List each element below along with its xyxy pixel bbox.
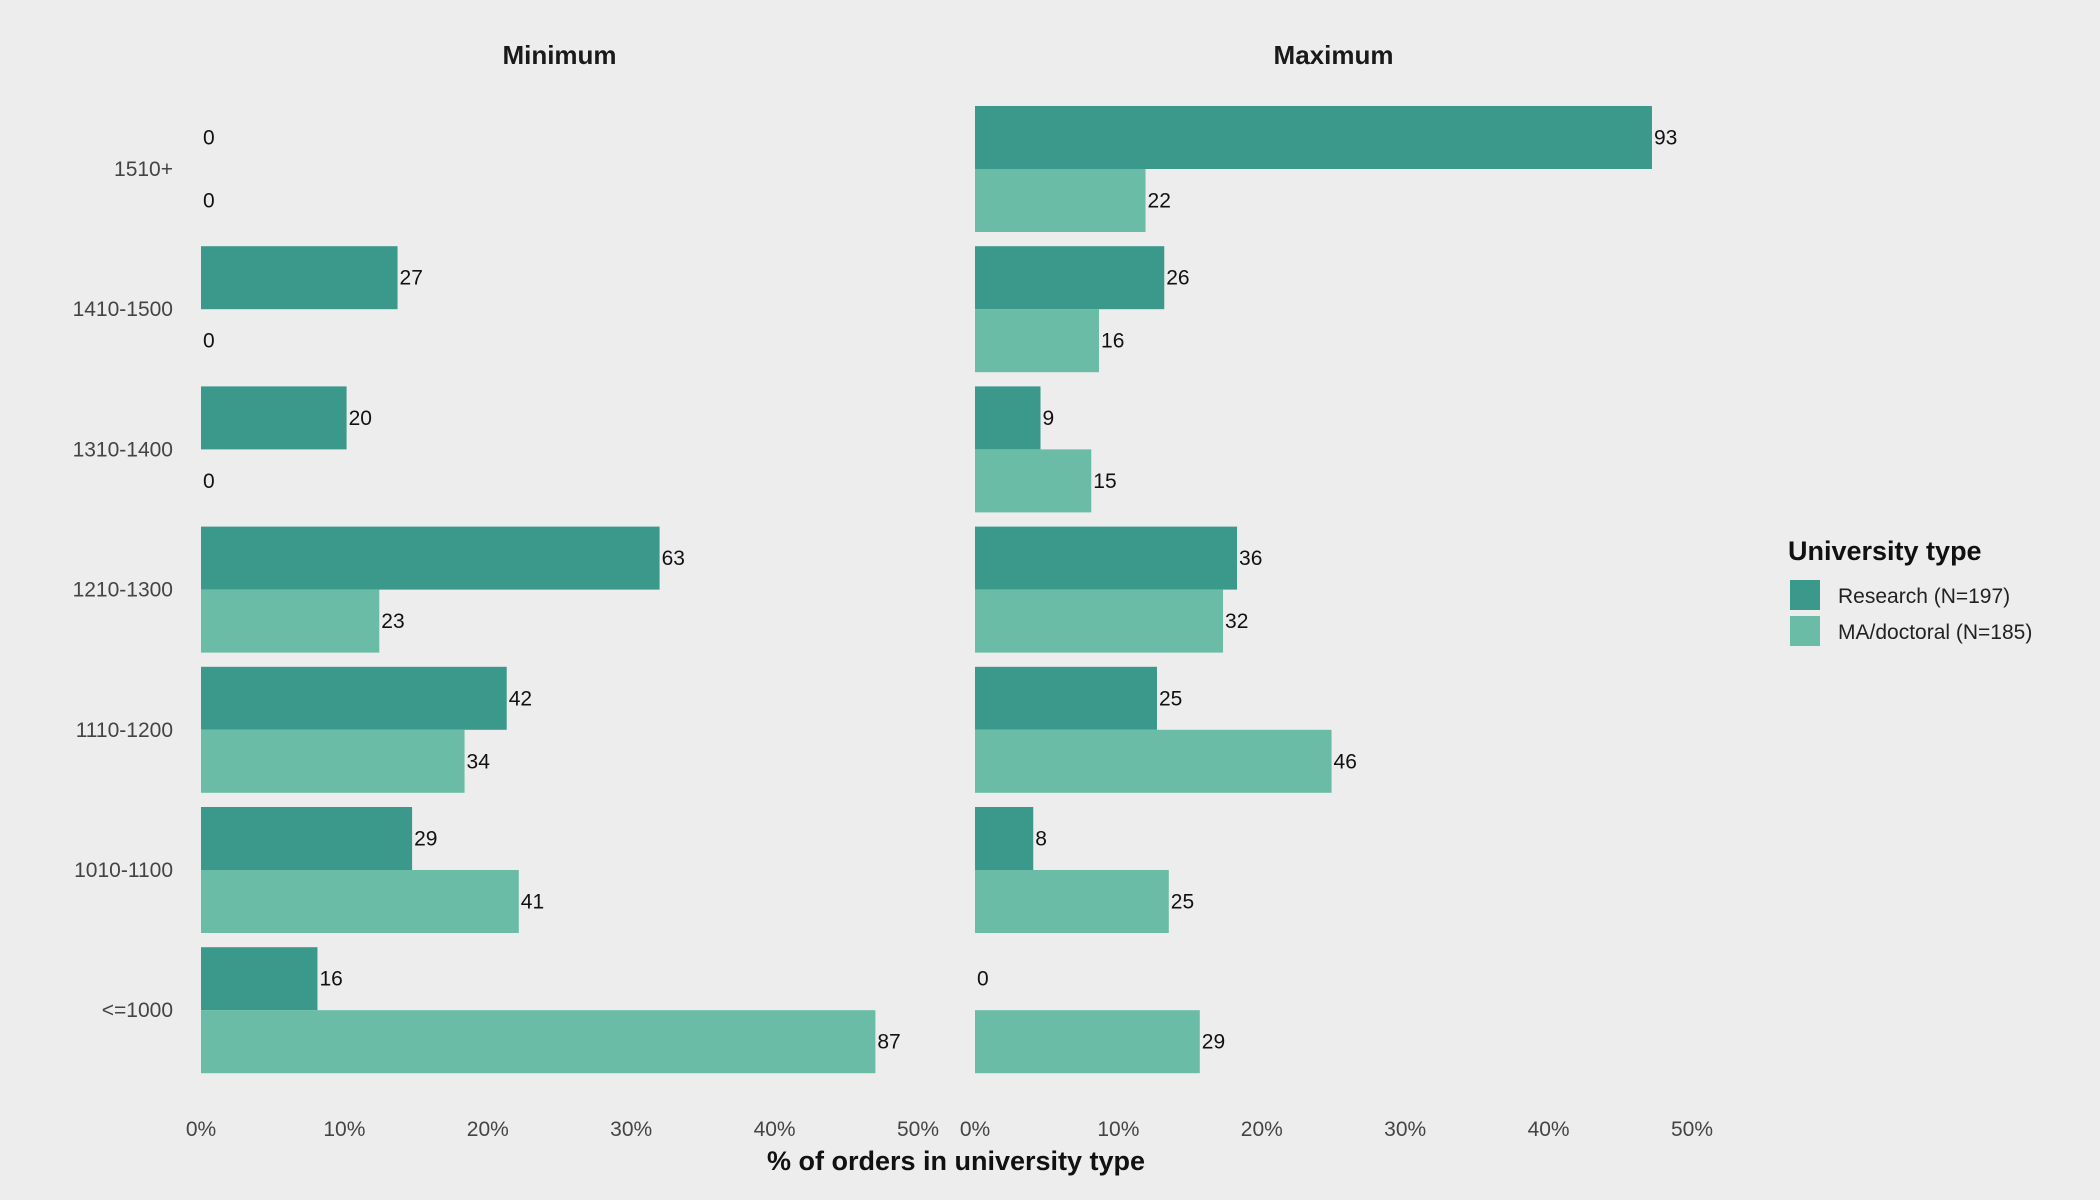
data-label-minimum-1410-1500-series-1: 0 [203,330,215,353]
bar-maximum-1310-1400-series-1 [975,449,1092,513]
x-tick-maximum-2: 20% [1241,1118,1283,1141]
bar-maximum-1510-series-0 [975,106,1652,169]
bar-minimum-1010-1100-series-0 [201,807,413,870]
legend-label-0: Research (N=197) [1838,585,2010,608]
data-label-maximum-1510-series-1: 22 [1148,190,1171,213]
bar-minimum-1410-1500-series-0 [201,246,398,310]
x-tick-minimum-4: 40% [754,1118,796,1141]
category-label-1510: 1510+ [114,158,173,181]
category-label-1110-1200: 1110-1200 [76,719,173,742]
bar-minimum-1000-series-0 [201,947,318,1011]
x-tick-maximum-3: 30% [1384,1118,1426,1141]
legend-title: University type [1788,536,1982,566]
x-tick-minimum-1: 10% [323,1118,365,1141]
bar-minimum-1010-1100-series-1 [201,870,519,933]
x-tick-minimum-5: 50% [897,1118,939,1141]
category-label-1410-1500: 1410-1500 [73,298,173,321]
data-label-minimum-1210-1300-series-0: 63 [662,547,685,570]
data-label-minimum-1110-1200-series-1: 34 [467,750,491,773]
data-label-maximum-1210-1300-series-0: 36 [1239,547,1262,570]
data-label-maximum-1310-1400-series-1: 15 [1093,470,1116,493]
data-label-minimum-1010-1100-series-1: 41 [521,891,544,914]
bar-minimum-1110-1200-series-1 [201,729,465,793]
data-label-minimum-1510-series-0: 0 [203,127,215,150]
category-label-1310-1400: 1310-1400 [73,438,173,461]
x-tick-maximum-5: 50% [1671,1118,1713,1141]
x-tick-minimum-0: 0% [186,1118,216,1141]
bar-maximum-1410-1500-series-0 [975,246,1165,310]
category-label-1010-1100: 1010-1100 [74,859,173,882]
data-label-minimum-1110-1200-series-0: 42 [509,687,532,710]
data-label-maximum-1010-1100-series-0: 8 [1035,828,1047,851]
x-tick-maximum-1: 10% [1097,1118,1139,1141]
bar-maximum-1010-1100-series-0 [975,807,1034,870]
bar-maximum-1110-1200-series-0 [975,666,1157,730]
data-label-maximum-1410-1500-series-0: 26 [1166,267,1189,290]
x-tick-minimum-2: 20% [467,1118,509,1141]
x-axis-title: % of orders in university type [767,1146,1145,1176]
legend: University type Research (N=197) MA/docto… [1788,536,2032,646]
data-label-maximum-1110-1200-series-1: 46 [1334,750,1357,773]
data-label-minimum-1000-series-1: 87 [877,1031,900,1054]
bar-maximum-1110-1200-series-1 [975,729,1332,793]
panel-title-minimum: Minimum [502,40,616,70]
data-label-minimum-1410-1500-series-0: 27 [400,267,423,290]
data-label-minimum-1510-series-1: 0 [203,190,215,213]
category-label-1210-1300: 1210-1300 [73,579,173,602]
bar-minimum-1210-1300-series-0 [201,526,660,590]
chart-panels: 1510+ 1410-1500 1310-1400 1210-1300 1110-120… [73,40,1713,1141]
data-label-maximum-1110-1200-series-0: 25 [1159,687,1182,710]
bar-minimum-1000-series-1 [201,1010,876,1074]
x-tick-maximum-4: 40% [1528,1118,1570,1141]
bar-minimum-1310-1400-series-0 [201,386,347,450]
bar-maximum-1000-series-1 [975,1010,1200,1074]
data-label-minimum-1210-1300-series-1: 23 [381,610,404,633]
bar-maximum-1410-1500-series-1 [975,309,1100,373]
panel-title-maximum: Maximum [1274,40,1394,70]
bar-maximum-1210-1300-series-0 [975,526,1238,590]
data-label-minimum-1310-1400-series-0: 20 [349,407,372,430]
x-tick-maximum-0: 0% [960,1118,990,1141]
x-tick-minimum-3: 30% [610,1118,652,1141]
bar-maximum-1310-1400-series-0 [975,386,1041,450]
data-label-minimum-1010-1100-series-0: 29 [414,828,437,851]
data-label-maximum-1310-1400-series-0: 9 [1043,407,1055,430]
legend-swatch-0 [1790,580,1820,610]
bar-maximum-1210-1300-series-1 [975,589,1224,653]
bar-maximum-1510-series-1 [975,169,1146,232]
category-label-1000: <=1000 [102,999,173,1022]
data-label-maximum-1000-series-0: 0 [977,968,989,991]
bar-maximum-1010-1100-series-1 [975,870,1169,933]
legend-label-1: MA/doctoral (N=185) [1838,621,2032,644]
data-label-maximum-1410-1500-series-1: 16 [1101,330,1124,353]
data-label-maximum-1000-series-1: 29 [1202,1031,1225,1054]
legend-swatch-1 [1790,616,1820,646]
data-label-minimum-1000-series-0: 16 [319,968,342,991]
data-label-maximum-1210-1300-series-1: 32 [1225,610,1248,633]
data-label-minimum-1310-1400-series-1: 0 [203,470,215,493]
bar-minimum-1110-1200-series-0 [201,666,507,730]
data-label-maximum-1510-series-0: 93 [1654,127,1677,150]
bar-minimum-1210-1300-series-1 [201,589,380,653]
data-label-maximum-1010-1100-series-1: 25 [1171,891,1194,914]
